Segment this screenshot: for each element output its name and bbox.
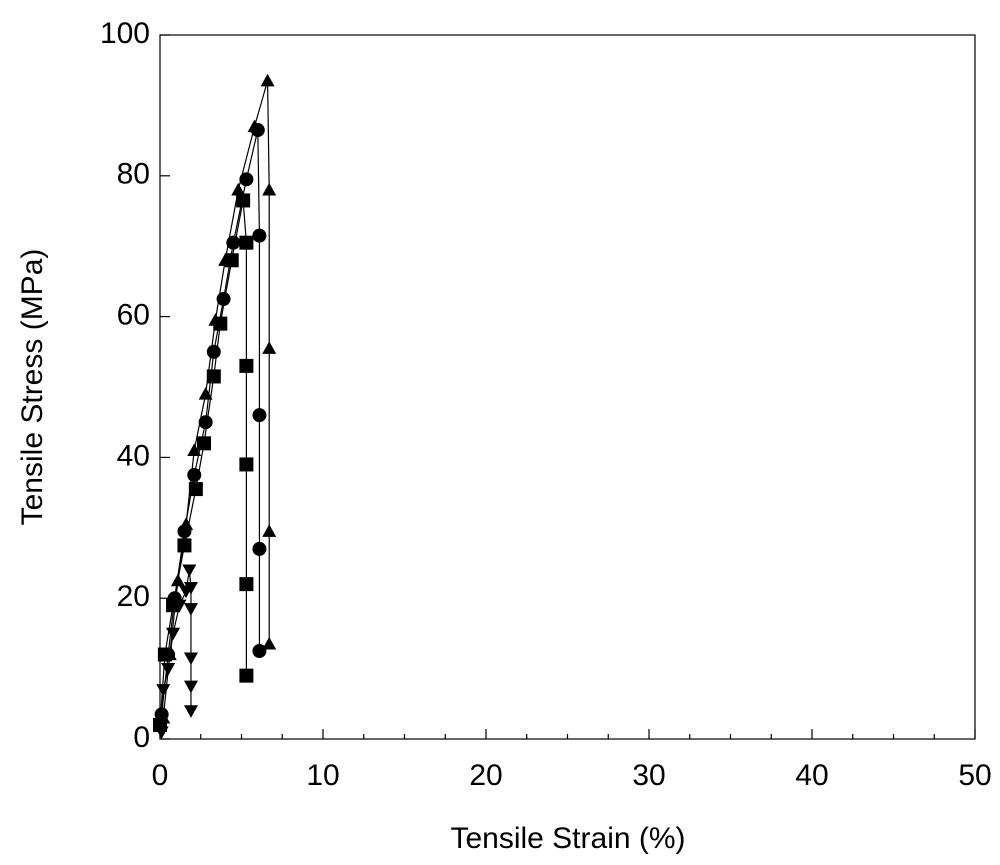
point [262,636,277,650]
point [208,313,223,326]
point [182,564,197,578]
series-line [159,200,247,725]
point [262,524,277,537]
point [239,457,254,472]
point [247,119,262,133]
point [262,341,277,354]
x-tick-label: 20 [469,759,502,792]
y-tick-label: 0 [133,721,150,754]
point [166,627,181,641]
point [187,443,202,456]
point [187,468,202,482]
point [231,182,246,196]
point [262,182,277,196]
point [216,292,231,306]
point [239,235,254,250]
point [252,541,267,556]
point [239,172,254,187]
point [252,644,267,658]
point [179,517,194,530]
point [156,710,171,724]
point [252,228,267,243]
point [183,680,198,694]
y-tick-label: 80 [117,158,150,191]
x-axis-label: Tensile Strain (%) [450,822,685,855]
y-tick-label: 100 [100,17,150,50]
point [252,408,267,423]
x-tick-label: 0 [152,759,169,792]
point [218,253,233,266]
plot-frame [159,34,976,740]
point [260,73,275,87]
point [183,705,198,718]
point [239,358,254,373]
point [177,538,192,553]
point [198,387,213,400]
point [198,415,213,430]
point [236,193,251,208]
point [197,436,212,451]
point [183,582,198,595]
point [183,603,198,616]
x-tick-label: 50 [958,759,991,792]
point [170,573,185,587]
point [239,668,254,683]
x-tick-label: 40 [795,759,828,792]
x-tick-label: 10 [306,759,339,792]
point [162,647,177,661]
y-tick-label: 60 [117,299,150,332]
y-axis-label: Tensile Stress (MPa) [16,249,49,526]
point [239,577,254,592]
x-tick-label: 30 [632,759,665,792]
series-line [162,80,270,718]
y-tick-label: 40 [117,439,150,472]
point [226,235,241,250]
point [167,591,182,606]
point [183,652,198,666]
y-tick-label: 20 [117,580,150,613]
point [206,344,221,359]
